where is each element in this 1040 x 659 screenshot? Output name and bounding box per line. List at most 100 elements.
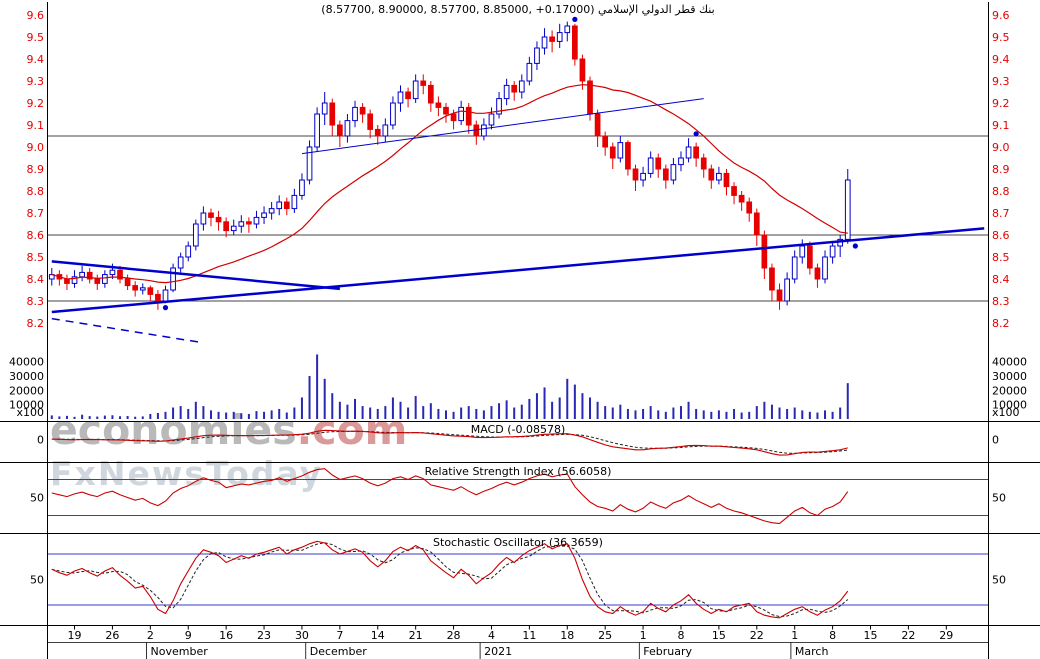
down-candle	[405, 91, 411, 100]
up-candle	[784, 278, 790, 302]
swing-marker-dot	[572, 16, 578, 22]
down-candle	[662, 168, 669, 181]
date-tick-label: 30	[295, 629, 309, 642]
date-tick-label: 2	[147, 629, 154, 642]
volume-bar	[119, 416, 122, 419]
date-tick-label: 19	[68, 629, 82, 642]
up-candle	[109, 269, 116, 276]
volume-bar	[73, 416, 76, 419]
volume-tick-left: 20000	[9, 384, 44, 397]
down-candle	[420, 80, 427, 86]
volume-bar	[467, 406, 470, 419]
up-candle	[481, 124, 487, 137]
up-candle	[185, 245, 192, 258]
volume-bar	[164, 411, 167, 419]
volume-bar	[308, 375, 311, 419]
price-tick-right: 8.7	[992, 207, 1010, 220]
volume-bar	[702, 410, 705, 419]
volume-bar	[733, 408, 736, 419]
volume-bar	[263, 411, 266, 419]
volume-bar	[103, 415, 106, 419]
swing-marker-dot	[693, 131, 699, 137]
volume-bar	[460, 407, 463, 419]
price-tick-right: 8.8	[992, 185, 1010, 198]
date-tick-label: 29	[939, 629, 953, 642]
volume-bar	[770, 404, 773, 419]
date-tick-label: 25	[598, 629, 612, 642]
date-tick-label: 11	[522, 629, 536, 642]
volume-bar	[316, 354, 319, 419]
price-tick-left: 9.6	[27, 9, 45, 22]
volume-bar	[846, 383, 849, 419]
volume-tick-right: 10000	[992, 399, 1027, 412]
volume-bar	[558, 397, 561, 419]
up-candle	[299, 179, 305, 196]
volume-bar	[194, 401, 197, 419]
down-candle	[746, 201, 753, 214]
up-candle	[200, 212, 207, 225]
down-candle	[609, 146, 616, 159]
descending-trendline	[51, 260, 340, 291]
volume-bar	[202, 406, 205, 419]
volume-tick-left: 10000	[9, 399, 44, 412]
down-candle	[86, 271, 93, 280]
volume-bar	[649, 406, 652, 419]
volume-bar	[528, 398, 531, 419]
down-candle	[329, 102, 336, 126]
volume-bar	[361, 406, 364, 419]
volume-bar	[831, 411, 834, 419]
volume-bar	[300, 397, 303, 419]
up-candle	[390, 102, 396, 126]
macd-line	[51, 429, 848, 456]
volume-bar	[111, 415, 114, 419]
up-candle	[102, 274, 108, 284]
up-candle	[412, 80, 419, 100]
up-candle	[799, 245, 806, 258]
volume-bar	[763, 401, 766, 419]
stochastic-title: Stochastic Oscillator (36.3659)	[433, 536, 603, 549]
up-candle	[496, 98, 502, 115]
month-label: November	[151, 645, 209, 658]
up-candle	[71, 276, 78, 284]
up-candle	[685, 146, 692, 159]
rsi-mid-left: 50	[30, 492, 44, 505]
up-candle	[306, 146, 313, 181]
volume-bar	[520, 404, 523, 419]
date-tick-label: 14	[371, 629, 385, 642]
down-candle	[208, 212, 214, 218]
price-tick-right: 8.4	[992, 273, 1010, 286]
rsi-title: Relative Strength Index (56.6058)	[424, 465, 612, 478]
volume-bar	[596, 401, 599, 419]
volume-bar	[642, 408, 645, 419]
volume-bar	[824, 410, 827, 419]
price-tick-left: 9.2	[27, 97, 45, 110]
price-tick-left: 9.0	[27, 141, 45, 154]
rsi-mid-right: 50	[992, 492, 1006, 505]
up-candle	[541, 36, 548, 49]
stochastic-k-line	[51, 540, 849, 619]
volume-bar	[65, 415, 68, 419]
up-candle	[640, 172, 646, 181]
month-label: March	[795, 645, 829, 658]
up-candle	[488, 113, 495, 126]
price-tick-left: 9.3	[27, 75, 45, 88]
volume-bar	[748, 411, 751, 419]
volume-bar	[710, 411, 713, 419]
volume-bar	[444, 410, 447, 419]
volume-bar	[634, 410, 637, 419]
down-candle	[625, 142, 631, 170]
volume-bar	[323, 378, 326, 419]
up-candle	[503, 84, 510, 100]
down-candle	[473, 124, 480, 137]
volume-bar	[81, 414, 84, 419]
price-tick-left: 8.4	[27, 273, 45, 286]
volume-bar	[141, 416, 144, 419]
down-candle	[549, 36, 555, 42]
down-candle	[94, 278, 101, 284]
down-candle	[693, 146, 699, 159]
volume-tick-left: 30000	[9, 370, 44, 383]
volume-bar	[657, 410, 660, 419]
volume-bar	[535, 393, 538, 419]
